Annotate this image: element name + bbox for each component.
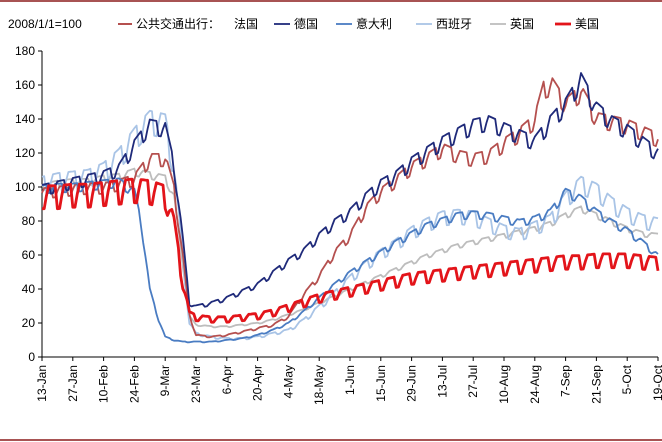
x-tick-label: 1-Jun <box>343 365 357 395</box>
legend: 公共交通出行： 法国 德国 意大利 西班牙 英国 美国 <box>118 16 599 31</box>
x-tick-label: 4-May <box>281 365 295 398</box>
y-tick-label: 160 <box>15 78 35 92</box>
y-tick-label: 100 <box>15 180 35 194</box>
series-line-2 <box>41 177 659 344</box>
x-tick-label: 10-Feb <box>97 365 111 403</box>
unit-label: 2008/1/1=100 <box>8 17 82 31</box>
x-tick-label: 7-Sep <box>559 365 573 397</box>
legend-label: 意大利 <box>356 16 392 31</box>
x-tick-label: 27-Jan <box>66 365 80 402</box>
x-tick-label: 24-Aug <box>528 365 542 404</box>
y-tick-label: 120 <box>15 146 35 160</box>
series-layer <box>41 72 660 344</box>
y-tick-label: 60 <box>22 248 36 262</box>
legend-title: 公共交通出行： <box>136 16 220 31</box>
legend-label: 美国 <box>575 17 599 31</box>
y-tick-label: 180 <box>15 44 35 58</box>
x-tick-label: 23-Mar <box>189 365 203 403</box>
y-axis: 0 20 40 60 80 100 120 140 160 180 <box>15 44 43 364</box>
x-tick-label: 10-Aug <box>497 365 511 404</box>
x-tick-label: 6-Apr <box>220 365 234 394</box>
legend-label: 法国 <box>234 17 258 31</box>
y-tick-label: 40 <box>22 282 36 296</box>
y-tick-label: 0 <box>28 350 35 364</box>
x-tick-label: 19-Oct <box>651 364 662 401</box>
x-tick-label: 9-Mar <box>158 365 172 396</box>
x-tick-label: 24-Feb <box>127 365 141 403</box>
series-line-5 <box>42 177 660 324</box>
x-tick-label: 20-Apr <box>251 365 265 401</box>
series-line-0 <box>41 77 659 339</box>
x-tick-label: 29-Jun <box>405 365 419 402</box>
y-tick-label: 140 <box>15 112 35 126</box>
series-line-3 <box>41 109 659 341</box>
x-tick-label: 15-Jun <box>374 365 388 402</box>
x-tick-label: 21-Sep <box>589 365 603 404</box>
y-tick-label: 20 <box>22 316 36 330</box>
series-line-1 <box>41 72 659 308</box>
x-tick-label: 13-Jul <box>435 365 449 398</box>
y-tick-label: 80 <box>22 214 36 228</box>
x-tick-label: 13-Jan <box>35 365 49 402</box>
x-tick-label: 5-Oct <box>620 364 634 394</box>
x-axis: 13-Jan 27-Jan 10-Feb 24-Feb 9-Mar 23-Mar 6-Apr… <box>35 356 662 405</box>
legend-label: 德国 <box>294 16 318 31</box>
legend-label: 英国 <box>510 17 534 31</box>
x-tick-label: 18-May <box>312 365 326 405</box>
legend-label: 西班牙 <box>436 17 472 31</box>
x-tick-label: 27-Jul <box>466 365 480 398</box>
